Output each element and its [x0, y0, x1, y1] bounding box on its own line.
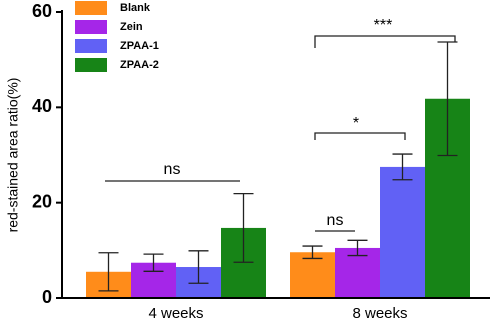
error-bar	[347, 239, 368, 257]
significance-label: ns	[164, 161, 181, 178]
legend-label: Zein	[120, 21, 143, 33]
y-tick-label: 40	[32, 96, 52, 116]
legend-label: Blank	[120, 2, 151, 14]
x-tick-label: 4 weeks	[148, 305, 203, 322]
y-tick-label: 0	[42, 287, 52, 307]
legend-label: ZPAA-2	[120, 59, 159, 71]
significance-bracket	[314, 35, 456, 48]
legend-swatch	[75, 20, 107, 34]
error-bar	[188, 250, 209, 284]
bar	[290, 252, 335, 298]
error-bar	[143, 253, 164, 272]
significance-label: ***	[374, 17, 393, 34]
significance-bracket	[314, 132, 406, 140]
error-bar	[233, 192, 254, 263]
y-tick-label: 20	[32, 191, 52, 211]
legend-swatch	[75, 58, 107, 72]
y-axis-label: red-stained area ratio(%)	[5, 78, 21, 233]
error-bar	[302, 245, 323, 260]
bar	[335, 247, 380, 298]
significance-label: ns	[327, 212, 344, 229]
error-bar	[98, 252, 119, 292]
legend-swatch	[75, 39, 107, 53]
significance-label: *	[353, 115, 359, 132]
error-bar	[437, 41, 458, 157]
legend-label: ZPAA-1	[120, 40, 159, 52]
bar	[380, 166, 425, 298]
legend-swatch	[75, 1, 107, 15]
error-bar	[392, 153, 413, 181]
y-tick-label: 60	[32, 1, 52, 21]
x-tick-label: 8 weeks	[352, 305, 407, 322]
